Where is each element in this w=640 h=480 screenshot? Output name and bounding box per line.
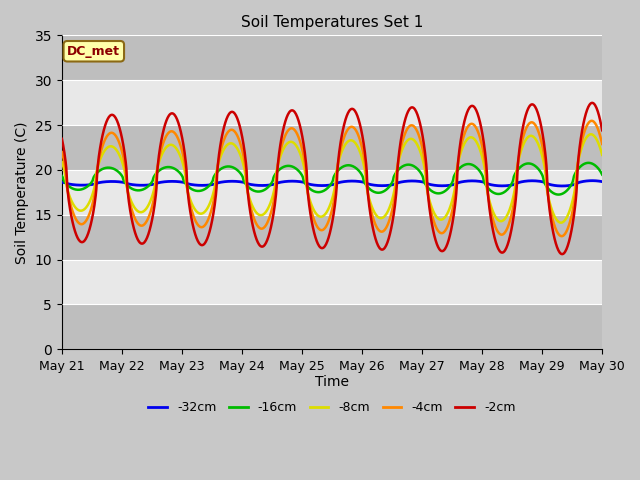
Title: Soil Temperatures Set 1: Soil Temperatures Set 1 <box>241 15 423 30</box>
Y-axis label: Soil Temperature (C): Soil Temperature (C) <box>15 121 29 264</box>
Bar <box>62 260 602 304</box>
Bar <box>62 215 602 260</box>
Bar <box>62 80 602 125</box>
Bar <box>62 170 602 215</box>
Bar <box>62 36 602 80</box>
Bar <box>62 125 602 170</box>
X-axis label: Time: Time <box>315 375 349 389</box>
Text: DC_met: DC_met <box>67 45 120 58</box>
Legend: -32cm, -16cm, -8cm, -4cm, -2cm: -32cm, -16cm, -8cm, -4cm, -2cm <box>143 396 520 420</box>
Bar <box>62 304 602 349</box>
